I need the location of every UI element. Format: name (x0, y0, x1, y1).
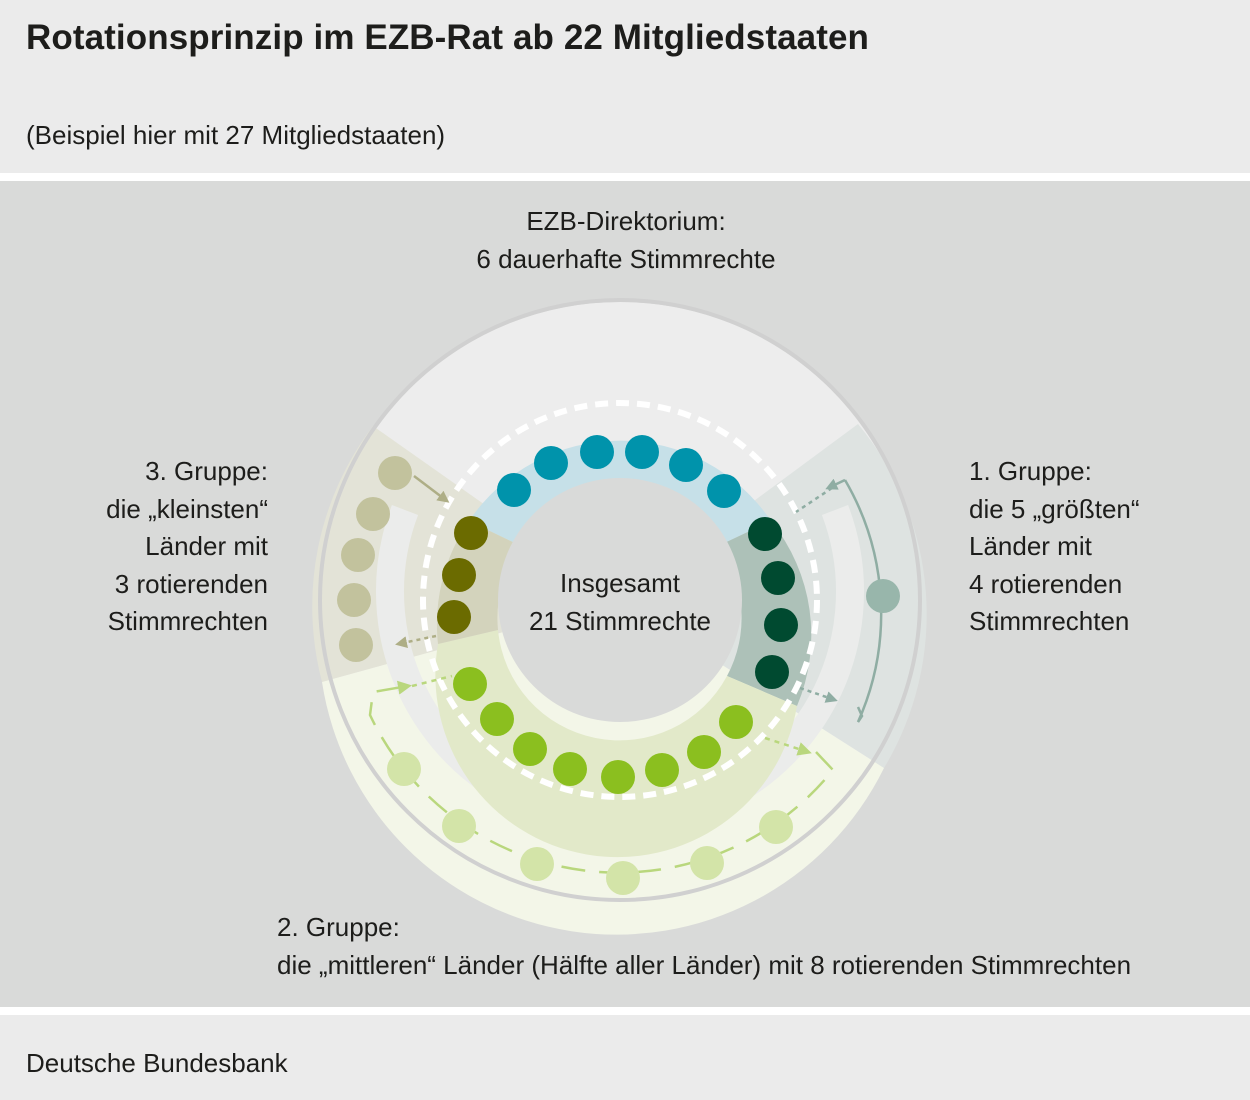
group1-voting-dot (755, 655, 789, 689)
directorate-dot (625, 435, 659, 469)
group1-label: 1. Gruppe: die 5 „größten“ Länder mit 4 … (969, 453, 1140, 641)
group3-waiting-dot (356, 497, 390, 531)
directorate-label: EZB-Direktorium: 6 dauerhafte Stimmrecht… (426, 203, 826, 278)
directorate-label-line2: 6 dauerhafte Stimmrechte (476, 243, 776, 274)
group2-voting-dot (601, 760, 635, 794)
group1-voting-dot (761, 561, 795, 595)
group3-label-line3: Länder mit (145, 531, 268, 561)
group3-waiting-dot (341, 538, 375, 572)
group2-waiting-dot (606, 861, 640, 895)
group2-waiting-dot (387, 752, 421, 786)
dashed-ring (420, 400, 820, 800)
group2-waiting-dot (759, 810, 793, 844)
group3-voting-dot (437, 600, 471, 634)
group1-voting-dot (748, 517, 782, 551)
group2-voting-dot (687, 735, 721, 769)
group3-arrow-out (395, 634, 437, 649)
directorate-dots (497, 435, 741, 508)
group1-label-line5: Stimmrechten (969, 606, 1130, 636)
group3-waiting-dot (378, 456, 412, 490)
group2-voting-dot (513, 732, 547, 766)
group2-label: 2. Gruppe: die „mittleren“ Länder (Hälft… (277, 909, 1131, 984)
group3-waiting-dot (339, 628, 373, 662)
directorate-dot (707, 474, 741, 508)
group1-waiting-dot (866, 579, 900, 613)
group3-label: 3. Gruppe: die „kleinsten“ Länder mit 3 … (28, 453, 268, 641)
group2-voting-dot (480, 702, 514, 736)
directorate-dot (580, 435, 614, 469)
group1-label-line4: 4 rotierenden (969, 568, 1123, 599)
directorate-dot (534, 446, 568, 480)
directorate-dot (669, 448, 703, 482)
group2-label-line1: 2. Gruppe: (277, 912, 400, 942)
group1-voting-dot (764, 608, 798, 642)
center-label-line1: Insgesamt (560, 568, 680, 598)
group2-label-line2: die „mittleren“ Länder (Hälfte aller Län… (277, 949, 1132, 980)
group1-label-line1: 1. Gruppe: (969, 456, 1092, 486)
group3-voting-dot (442, 558, 476, 592)
group2-voting-dot (645, 753, 679, 787)
center-label: Insgesamt 21 Stimmrechte (500, 565, 740, 640)
group2-arrow-right (764, 736, 812, 756)
group1-label-line2: die 5 „größten“ (969, 493, 1140, 524)
center-disc (498, 478, 742, 722)
group3-label-line4: 3 rotierenden (114, 568, 268, 599)
group1-label-line3: Länder mit (969, 531, 1092, 561)
group2-inner-sector (435, 630, 797, 858)
page-title: Rotationsprinzip im EZB-Rat ab 22 Mitgli… (26, 18, 870, 57)
group3-arrow-in (413, 475, 450, 503)
group2-arrow-left (411, 674, 453, 688)
group2-voting-dot (719, 705, 753, 739)
group3-label-line2: die „kleinsten“ (106, 493, 268, 524)
group2-waiting-dot (442, 809, 476, 843)
group1-dots (748, 517, 900, 689)
group3-label-line5: Stimmrechten (107, 606, 268, 636)
header: Rotationsprinzip im EZB-Rat ab 22 Mitgli… (0, 0, 1250, 173)
directorate-dot (497, 473, 531, 507)
group2-waiting-dot (520, 847, 554, 881)
group3-rotation-arrows (395, 475, 450, 649)
source-label: Deutsche Bundesbank (26, 1048, 288, 1078)
group3-dots (337, 456, 488, 662)
page-subtitle: (Beispiel hier mit 27 Mitgliedstaaten) (26, 120, 446, 150)
group2-voting-dot (453, 667, 487, 701)
center-label-line2: 21 Stimmrechte (528, 605, 712, 636)
group3-label-line1: 3. Gruppe: (145, 456, 268, 486)
group1-arrow-in-tip (825, 478, 846, 490)
group3-voting-dot (454, 516, 488, 550)
group2-waiting-dot (690, 846, 724, 880)
group2-dots (387, 667, 793, 895)
group3-waiting-dot (337, 583, 371, 617)
directorate-label-line1: EZB-Direktorium: (526, 206, 726, 236)
footer: Deutsche Bundesbank (0, 1015, 1250, 1100)
group2-voting-dot (553, 752, 587, 786)
group1-arrow-out (799, 686, 838, 703)
outer-ring-edge (318, 298, 922, 902)
